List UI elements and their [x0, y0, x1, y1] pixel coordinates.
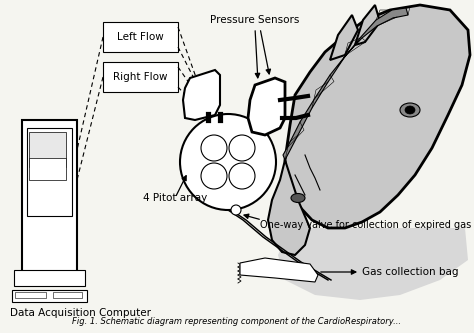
Polygon shape	[355, 5, 380, 45]
Ellipse shape	[291, 193, 305, 202]
Ellipse shape	[405, 106, 415, 114]
Circle shape	[201, 135, 227, 161]
Bar	[27, 128, 72, 216]
Text: Fig. 1. Schematic diagram representing component of the CardioRespiratory...: Fig. 1. Schematic diagram representing c…	[73, 317, 401, 326]
Ellipse shape	[400, 103, 420, 117]
Text: Left Flow: Left Flow	[117, 32, 164, 42]
Bar	[12, 290, 87, 302]
Bar	[53, 292, 82, 298]
Bar	[29, 158, 66, 180]
Polygon shape	[240, 258, 318, 282]
Text: 4 Pitot array: 4 Pitot array	[143, 193, 207, 203]
Bar	[22, 120, 77, 280]
Circle shape	[231, 205, 241, 215]
Polygon shape	[183, 70, 220, 120]
Text: Data Acquisition Computer: Data Acquisition Computer	[10, 308, 151, 318]
Bar	[103, 22, 178, 52]
Polygon shape	[330, 15, 358, 60]
Circle shape	[180, 114, 276, 210]
Bar	[15, 292, 46, 298]
Circle shape	[229, 135, 255, 161]
Text: One-way valve for collection of expired gas: One-way valve for collection of expired …	[260, 220, 471, 230]
Text: Gas collection bag: Gas collection bag	[362, 267, 458, 277]
Circle shape	[201, 163, 227, 189]
Polygon shape	[283, 8, 408, 160]
Text: Pressure Sensors: Pressure Sensors	[210, 15, 300, 25]
Text: Right Flow: Right Flow	[113, 72, 168, 82]
Polygon shape	[248, 78, 285, 135]
Circle shape	[229, 163, 255, 189]
Bar	[14, 270, 85, 286]
Bar	[103, 62, 178, 92]
Polygon shape	[285, 5, 470, 228]
Bar	[29, 132, 66, 167]
Polygon shape	[278, 228, 468, 300]
Polygon shape	[268, 160, 310, 255]
